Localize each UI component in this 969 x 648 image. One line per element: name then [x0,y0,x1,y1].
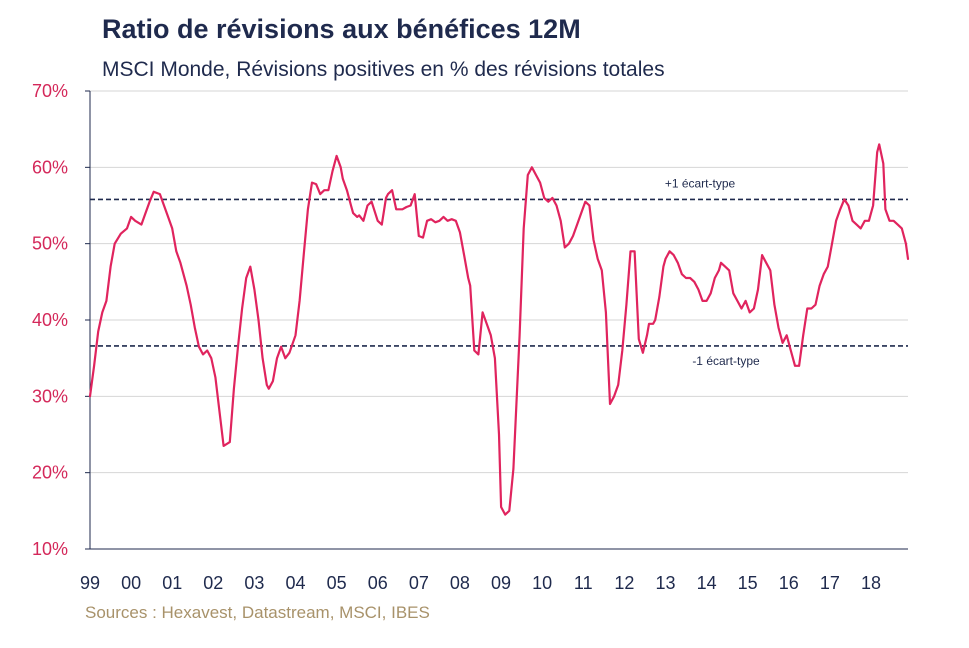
y-tick-label: 30% [32,386,68,406]
x-tick-label: 16 [779,573,799,593]
line-chart: +1 écart-type -1 écart-type 10% 20% 30% 40% 5… [32,81,910,593]
x-tick-label: 08 [450,573,470,593]
x-tick-label: 17 [820,573,840,593]
x-tick-label: 03 [244,573,264,593]
y-tick-label: 60% [32,157,68,177]
chart-subtitle: MSCI Monde, Révisions positives en % des… [102,58,665,81]
x-tick-label: 04 [286,573,306,593]
reference-line-label: +1 écart-type [665,176,736,190]
x-tick-label: 00 [121,573,141,593]
x-tick-label: 07 [409,573,429,593]
y-tick-label: 10% [32,539,68,559]
series-group [88,143,910,516]
y-tick-label: 70% [32,81,68,101]
x-tick-label: 11 [574,573,593,593]
y-tick-label: 40% [32,310,68,330]
x-tick-label: 05 [327,573,347,593]
x-tick-label: 99 [80,573,100,593]
x-tick-label: 10 [532,573,552,593]
y-tick-label: 50% [32,234,68,254]
source-note: Sources : Hexavest, Datastream, MSCI, IB… [85,603,430,622]
x-tick-label: 01 [162,573,182,593]
x-tick-label: 06 [368,573,388,593]
x-tick-label: 12 [614,573,634,593]
x-tick-label: 09 [491,573,511,593]
x-axis-ticks: 99 00 01 02 03 04 05 06 07 08 09 10 11 12 13 14 15 16 17 18 [80,573,881,593]
reference-lines: +1 écart-type -1 écart-type [90,176,908,368]
x-tick-label: 14 [697,573,717,593]
x-tick-label: 13 [655,573,675,593]
chart-title: Ratio de révisions aux bénéfices 12M [102,14,581,44]
x-tick-label: 15 [738,573,758,593]
series-line [88,143,910,516]
reference-line-label: -1 écart-type [692,354,760,368]
y-axis-ticks: 10% 20% 30% 40% 50% 60% 70% [32,81,90,559]
x-tick-label: 18 [861,573,881,593]
x-tick-label: 02 [203,573,223,593]
grid-lines [90,90,908,474]
y-tick-label: 20% [32,463,68,483]
